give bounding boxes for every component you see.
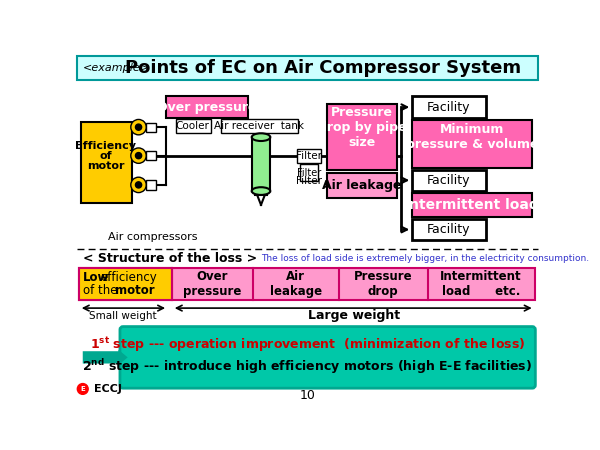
Text: Minimum
pressure & volume: Minimum pressure & volume bbox=[406, 123, 538, 151]
Circle shape bbox=[131, 148, 146, 163]
Bar bbox=[327, 104, 397, 170]
Text: Cooler: Cooler bbox=[176, 122, 210, 131]
Text: Facility: Facility bbox=[427, 101, 470, 114]
Bar bbox=[146, 151, 155, 160]
Bar bbox=[146, 180, 155, 189]
Bar bbox=[412, 96, 486, 118]
Text: Filter: Filter bbox=[296, 176, 322, 186]
Bar bbox=[221, 119, 298, 133]
Ellipse shape bbox=[252, 187, 271, 195]
FancyBboxPatch shape bbox=[120, 327, 535, 388]
Ellipse shape bbox=[252, 133, 271, 141]
Bar bbox=[327, 173, 397, 198]
Text: $\mathbf{1^{st}}$ step --- operation improvement  (minimization of the loss): $\mathbf{1^{st}}$ step --- operation imp… bbox=[90, 336, 525, 354]
Bar bbox=[77, 55, 538, 80]
Text: of: of bbox=[100, 151, 112, 162]
Text: < Structure of the loss >: < Structure of the loss > bbox=[83, 252, 257, 266]
Bar bbox=[412, 219, 486, 240]
Circle shape bbox=[131, 177, 146, 193]
Text: Efficiency: Efficiency bbox=[76, 141, 137, 151]
Circle shape bbox=[136, 124, 142, 130]
Text: Air
leakage: Air leakage bbox=[270, 270, 322, 298]
Text: Small weight: Small weight bbox=[89, 311, 157, 321]
Text: Large weight: Large weight bbox=[308, 309, 400, 322]
Circle shape bbox=[77, 383, 88, 394]
Text: Air compressors: Air compressors bbox=[108, 232, 197, 242]
Bar bbox=[79, 268, 535, 301]
Text: Intermittent load: Intermittent load bbox=[404, 198, 539, 212]
Text: Facility: Facility bbox=[427, 174, 470, 187]
Bar bbox=[81, 122, 131, 202]
Circle shape bbox=[131, 119, 146, 135]
Text: <example>: <example> bbox=[83, 63, 150, 73]
Text: Intermittent
load      etc.: Intermittent load etc. bbox=[440, 270, 522, 298]
Text: E: E bbox=[80, 386, 85, 392]
Text: $\mathbf{2^{nd}}$ step --- introduce high efficiency motors (high E-E facilities: $\mathbf{2^{nd}}$ step --- introduce hig… bbox=[82, 357, 533, 376]
Bar bbox=[79, 268, 172, 301]
Bar bbox=[412, 120, 532, 168]
Bar bbox=[166, 96, 248, 118]
Circle shape bbox=[136, 182, 142, 188]
Bar bbox=[300, 164, 319, 181]
Text: motor: motor bbox=[115, 284, 155, 297]
Text: Over pressure: Over pressure bbox=[157, 101, 257, 114]
Bar bbox=[412, 193, 532, 217]
Text: Points of EC on Air Compressor System: Points of EC on Air Compressor System bbox=[125, 59, 521, 77]
Bar bbox=[298, 148, 320, 162]
Text: ECCJ: ECCJ bbox=[94, 384, 122, 394]
Text: The loss of load side is extremely bigger, in the electricity consumption.: The loss of load side is extremely bigge… bbox=[261, 254, 589, 263]
Text: Over
pressure: Over pressure bbox=[184, 270, 242, 298]
Bar bbox=[146, 122, 155, 132]
FancyArrow shape bbox=[83, 350, 128, 365]
Text: 10: 10 bbox=[299, 389, 316, 401]
Text: Filter: Filter bbox=[297, 167, 321, 178]
Text: Air leakage: Air leakage bbox=[322, 179, 401, 192]
Bar bbox=[252, 137, 271, 191]
Bar bbox=[176, 119, 211, 133]
Text: Pressure
drop: Pressure drop bbox=[354, 270, 412, 298]
Text: Low: Low bbox=[83, 271, 109, 284]
Text: Filter: Filter bbox=[296, 151, 322, 161]
Text: efficiency: efficiency bbox=[101, 271, 157, 284]
Text: Pressure
drop by pipe
size: Pressure drop by pipe size bbox=[317, 106, 406, 148]
Text: of the: of the bbox=[83, 284, 117, 297]
Text: Facility: Facility bbox=[427, 223, 470, 236]
Text: Air receiver  tank: Air receiver tank bbox=[214, 122, 304, 131]
Text: motor: motor bbox=[87, 162, 125, 171]
Bar bbox=[412, 170, 486, 191]
Circle shape bbox=[136, 153, 142, 159]
